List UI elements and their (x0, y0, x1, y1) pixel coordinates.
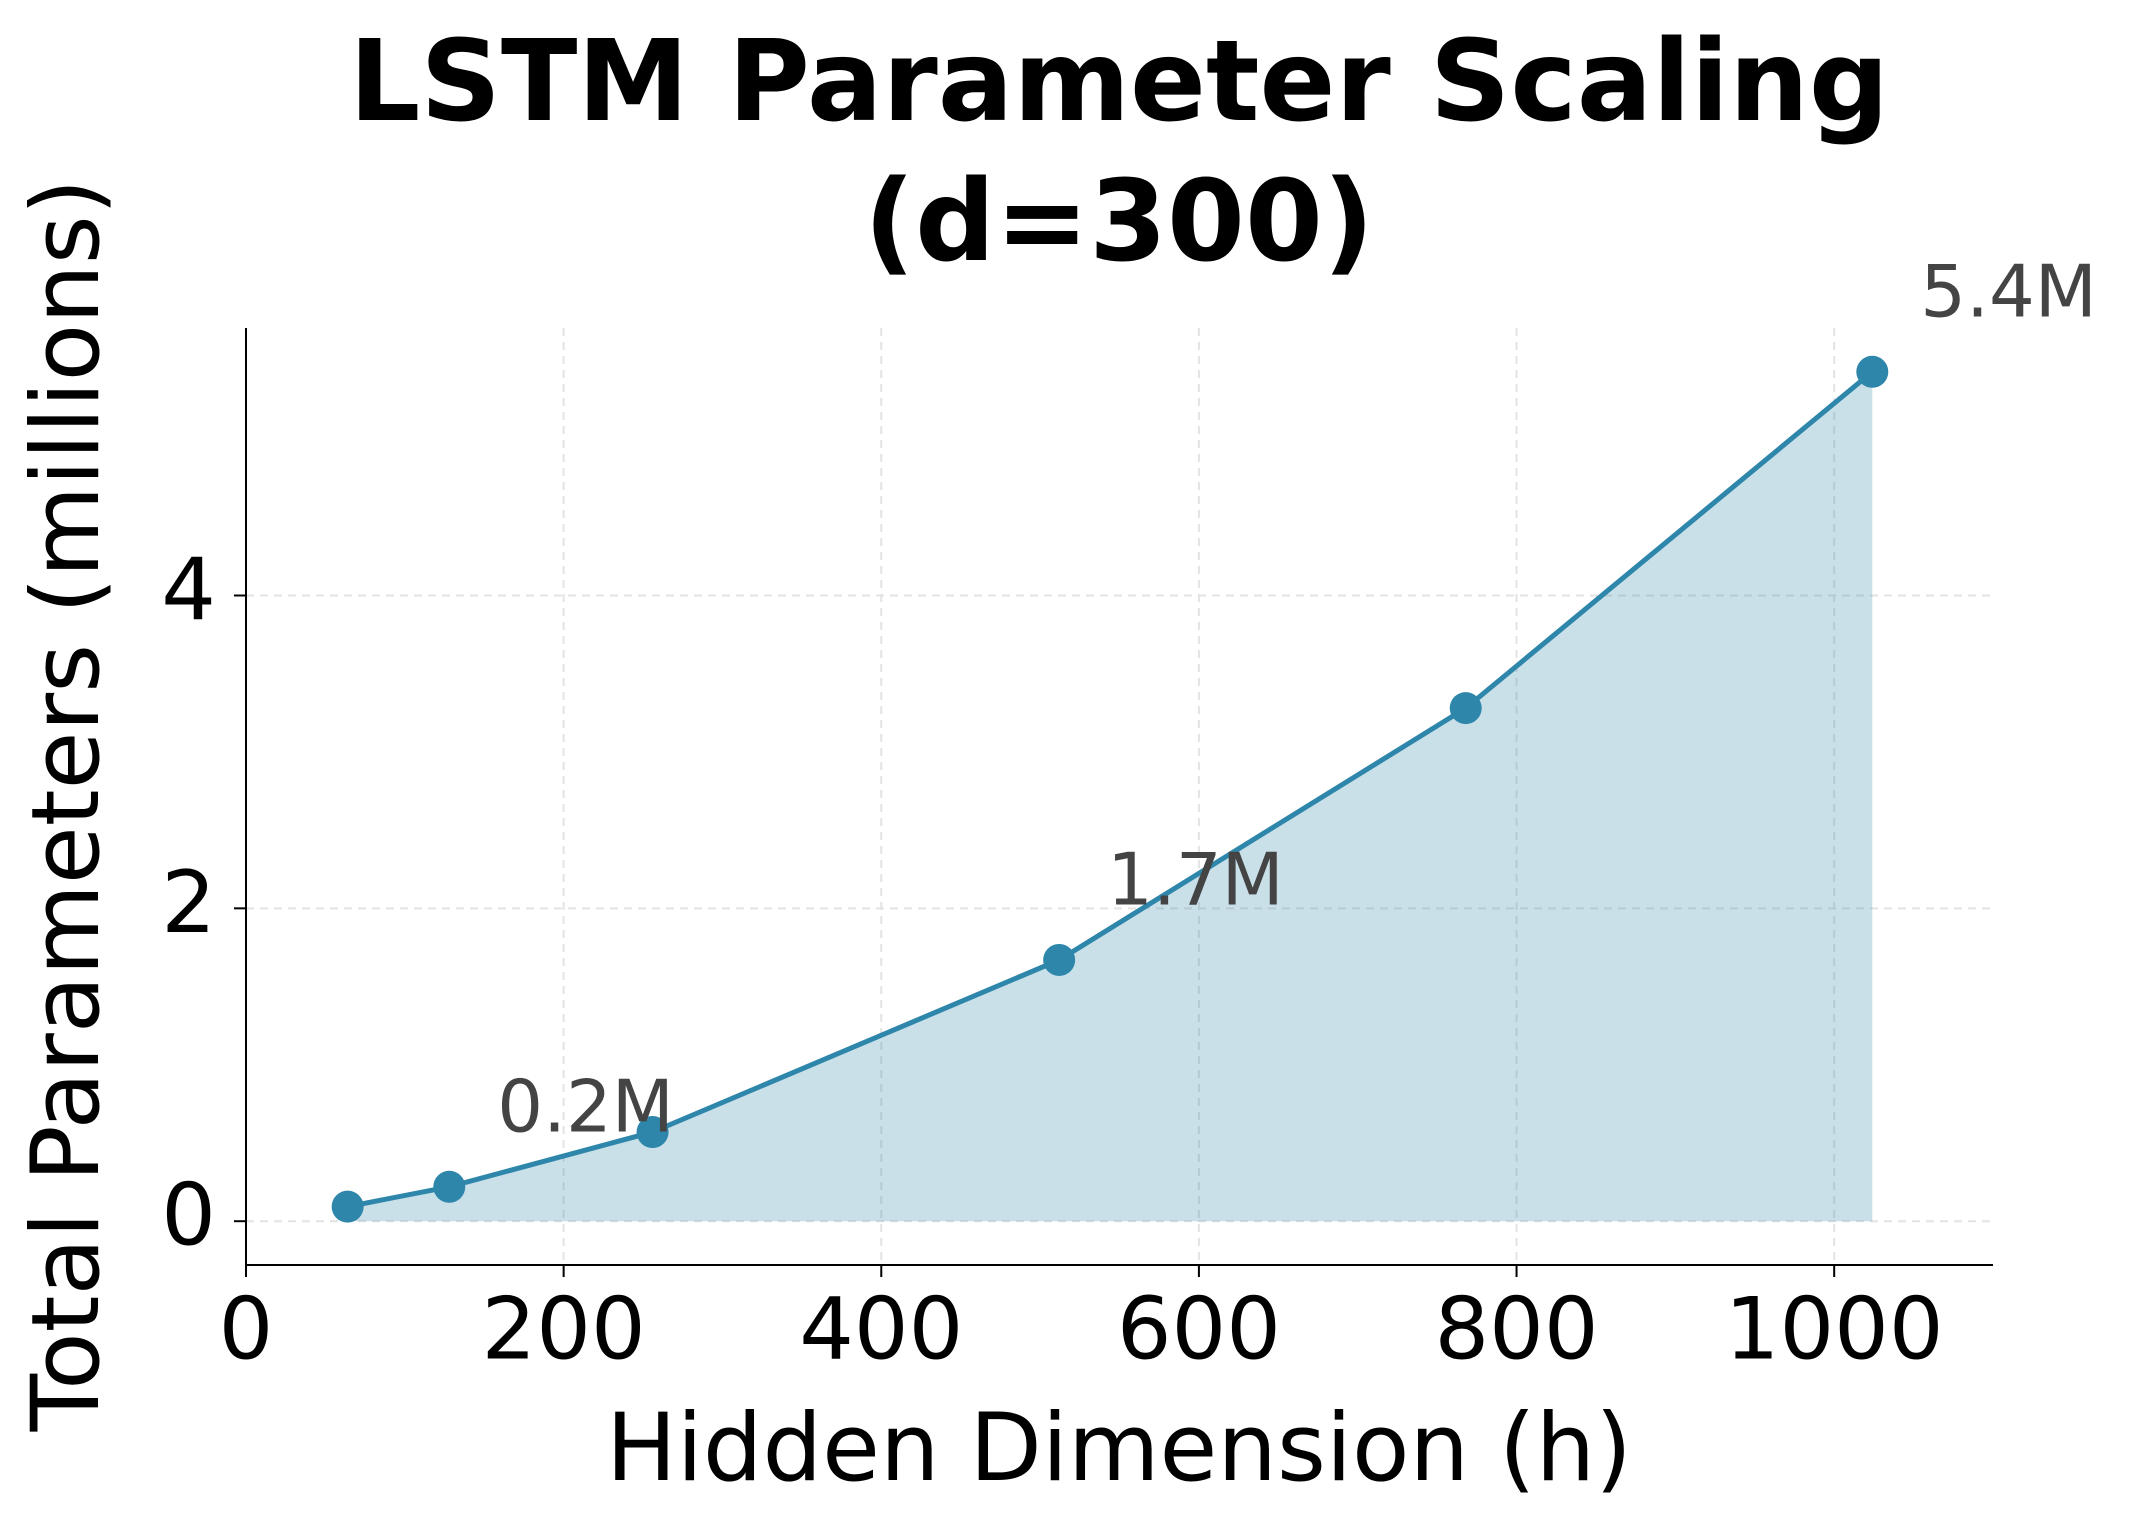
y-tick-label: 0 (161, 1166, 216, 1266)
value-label: 0.2M (497, 1064, 674, 1148)
line (347, 369, 1874, 1210)
y-tick-label: 4 (161, 540, 216, 640)
area (347, 371, 1873, 1222)
point (1043, 943, 1076, 976)
x-tick-label: 200 (482, 1279, 646, 1379)
chart-title: LSTM Parameter Scaling (d=300) (348, 17, 1890, 287)
x-tick-label: 600 (1117, 1279, 1281, 1379)
x-tick-label: 400 (799, 1279, 963, 1379)
point (1856, 355, 1889, 388)
point (636, 1116, 669, 1149)
x-tick-label: 800 (1434, 1279, 1598, 1379)
y-axis-label: Total Parameters (millions) (12, 179, 121, 1433)
value-label: 5.4M (1920, 249, 2097, 333)
point (433, 1170, 466, 1203)
y-tick-label: 2 (161, 853, 216, 953)
point (331, 1190, 364, 1223)
point (1449, 692, 1482, 725)
x-tick-label: 1000 (1725, 1279, 1944, 1379)
x-tick-label: 0 (219, 1279, 274, 1379)
value-label: 1.7M (1107, 837, 1284, 921)
x-axis-label: Hidden Dimension (h) (606, 1394, 1632, 1503)
